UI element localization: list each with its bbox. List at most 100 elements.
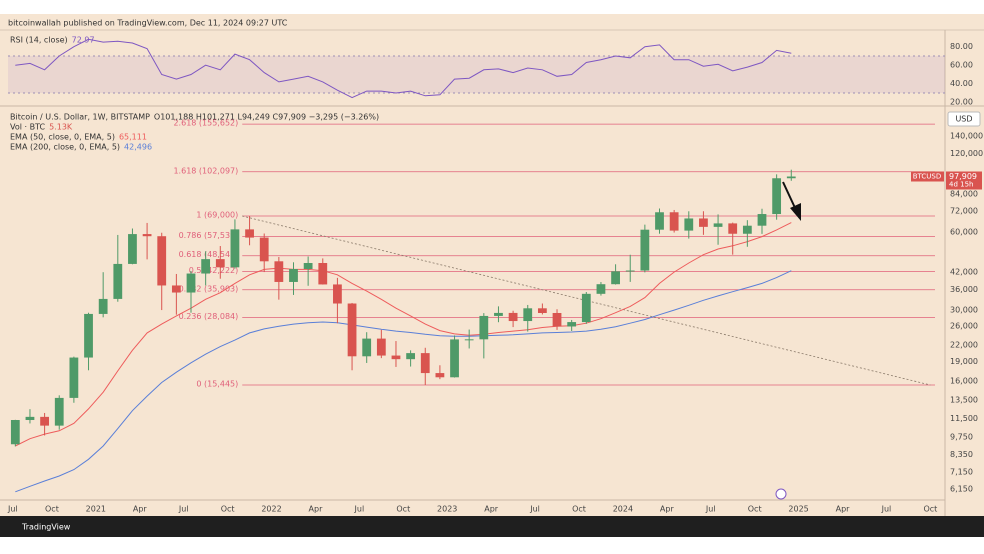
x-tick-label: Jul bbox=[881, 505, 892, 514]
price-tick-label: 36,000 bbox=[950, 285, 978, 294]
fib-label: 0.236 (28,084) bbox=[179, 312, 239, 321]
price-tick-label: 6,150 bbox=[950, 484, 973, 493]
rsi-tick-label: 80.00 bbox=[950, 42, 973, 51]
price-tick-label: 84,000 bbox=[950, 189, 978, 198]
fib-label: 0.618 (48,542) bbox=[179, 250, 239, 259]
candle-body bbox=[245, 229, 254, 238]
legend-title: Bitcoin / U.S. Dollar, 1W, BITSTAMP bbox=[10, 113, 150, 122]
price-tick-label: 140,000 bbox=[950, 132, 983, 141]
volume-label: Vol · BTC bbox=[10, 123, 46, 132]
add-button[interactable] bbox=[775, 488, 787, 500]
rsi-name: RSI (14, close) bbox=[10, 36, 68, 45]
x-tick-label: 2024 bbox=[613, 505, 633, 514]
price-tick-label: 16,000 bbox=[950, 377, 978, 386]
candle-body bbox=[25, 416, 35, 421]
price-tick-label: 7,150 bbox=[950, 467, 973, 476]
price-tag-symbol-box bbox=[911, 171, 944, 182]
footer-bar bbox=[0, 516, 984, 537]
x-tick-label: Apr bbox=[309, 505, 324, 514]
candle-body bbox=[684, 218, 694, 231]
candle-body bbox=[98, 298, 108, 314]
candle-body bbox=[625, 270, 635, 272]
candle-body bbox=[128, 234, 137, 264]
price-tick-label: 8,350 bbox=[950, 450, 973, 459]
fib-label: 0.5 (42,222) bbox=[189, 266, 239, 275]
x-tick-label: Oct bbox=[45, 505, 59, 514]
x-tick-label: Apr bbox=[484, 505, 499, 514]
candle-body bbox=[406, 353, 416, 360]
candle-body bbox=[157, 236, 167, 286]
fib-label: 2.618 (155,652) bbox=[173, 119, 238, 128]
fib-label: 0.786 (57,539) bbox=[179, 231, 239, 240]
candle-body bbox=[347, 303, 357, 357]
candle-body bbox=[420, 353, 430, 374]
price-tick-label: 72,000 bbox=[950, 207, 978, 216]
price-tag-symbol: BTCUSD bbox=[913, 173, 942, 181]
price-tick-label: 120,000 bbox=[950, 149, 983, 158]
candle-body bbox=[537, 308, 547, 313]
x-tick-label: 2025 bbox=[788, 505, 808, 514]
x-tick-label: 2022 bbox=[261, 505, 281, 514]
price-tag-price: 97,909 bbox=[949, 172, 977, 181]
candle-body bbox=[596, 284, 606, 294]
rsi-value: 72.97 bbox=[72, 36, 95, 45]
volume-value: 5.13K bbox=[49, 123, 73, 132]
candle-body bbox=[201, 259, 211, 274]
candle-body bbox=[186, 273, 196, 293]
candle-body bbox=[318, 263, 328, 285]
rsi-tick-label: 20.00 bbox=[950, 98, 973, 107]
fib-label: 1 (69,000) bbox=[196, 211, 238, 220]
candle-body bbox=[259, 237, 269, 262]
x-tick-label: Oct bbox=[572, 505, 586, 514]
candle-body bbox=[303, 263, 313, 269]
candle-body bbox=[581, 293, 591, 323]
ema-line bbox=[15, 222, 792, 447]
candle-body bbox=[757, 214, 767, 226]
candle-body bbox=[552, 312, 562, 327]
candle-body bbox=[786, 176, 796, 179]
candle-body bbox=[669, 212, 679, 231]
price-tick-label: 19,000 bbox=[950, 357, 978, 366]
candle-body bbox=[772, 178, 782, 215]
x-tick-label: Oct bbox=[748, 505, 762, 514]
rsi-tick-label: 60.00 bbox=[950, 61, 973, 70]
currency: USD bbox=[955, 115, 972, 124]
x-tick-label: Apr bbox=[836, 505, 851, 514]
legend-ema-name: EMA (200, close, 0, EMA, 5) bbox=[10, 143, 120, 152]
candle-body bbox=[215, 259, 225, 268]
price-tag-countdown: 4d 15h bbox=[949, 181, 973, 189]
price-tick-label: 26,000 bbox=[950, 322, 978, 331]
candle-body bbox=[391, 355, 401, 360]
candle-body bbox=[84, 313, 93, 358]
price-tick-label: 13,500 bbox=[950, 396, 978, 405]
x-tick-label: Oct bbox=[221, 505, 235, 514]
candle-body bbox=[171, 285, 181, 293]
candle-body bbox=[274, 261, 284, 282]
candle-body bbox=[713, 223, 723, 227]
candle-body bbox=[494, 312, 503, 316]
x-tick-label: Apr bbox=[133, 505, 148, 514]
x-tick-label: Oct bbox=[396, 505, 410, 514]
x-tick-label: Jul bbox=[178, 505, 189, 514]
price-tag-box bbox=[946, 171, 982, 190]
candle-body bbox=[479, 315, 489, 340]
x-tick-label: Jul bbox=[7, 505, 18, 514]
candle-body bbox=[567, 322, 577, 327]
price-tick-label: 9,750 bbox=[950, 432, 973, 441]
x-tick-label: Jul bbox=[354, 505, 365, 514]
x-tick-label: Jul bbox=[705, 505, 716, 514]
legend-ema-name: EMA (50, close, 0, EMA, 5) bbox=[10, 133, 115, 142]
legend-ohlc: O101,188 H101,271 L94,249 C97,909 −3,295… bbox=[154, 113, 379, 122]
legend-ema-value: 65,111 bbox=[119, 133, 147, 142]
candle-body bbox=[742, 225, 752, 234]
candle-body bbox=[40, 416, 49, 426]
x-tick-label: Oct bbox=[923, 505, 937, 514]
candle-body bbox=[464, 339, 474, 341]
candle-body bbox=[113, 263, 123, 299]
candle-body bbox=[699, 218, 708, 227]
candle-body bbox=[289, 268, 298, 282]
rsi-line bbox=[15, 38, 792, 99]
x-tick-label: 2023 bbox=[437, 505, 457, 514]
annotation-arrow bbox=[782, 181, 797, 211]
